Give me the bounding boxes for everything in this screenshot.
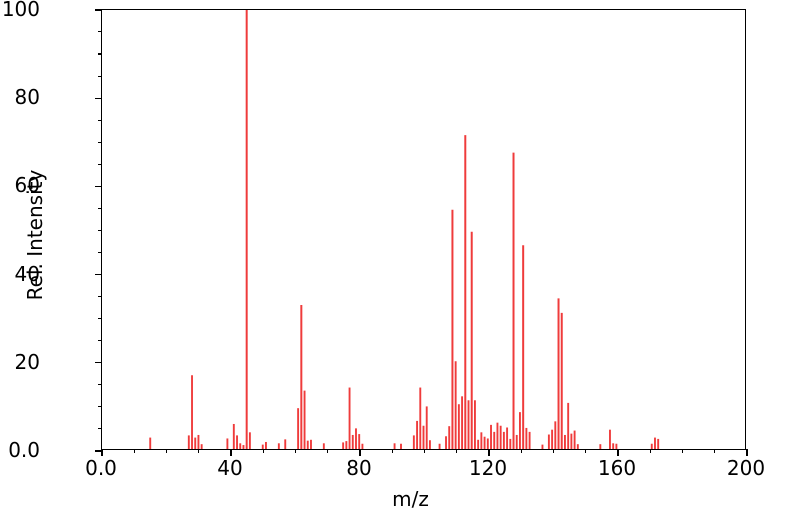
x-tick-label: 160: [597, 456, 637, 480]
x-axis-title: m/z: [0, 487, 799, 511]
x-tick-minor: [681, 449, 683, 453]
x-tick-label: 0.0: [85, 456, 117, 480]
x-tick-major: [617, 449, 619, 456]
x-tick-minor: [165, 449, 167, 453]
x-tick-major: [746, 449, 748, 456]
y-tick-minor: [98, 119, 102, 121]
y-tick-minor: [98, 406, 102, 408]
x-tick-minor: [456, 449, 458, 453]
y-tick-label: 40: [14, 261, 40, 286]
y-tick-major: [95, 362, 102, 364]
x-tick-major: [101, 449, 103, 456]
x-tick-label: 40: [217, 456, 243, 480]
x-tick-major: [488, 449, 490, 456]
y-tick-label: 0.0: [8, 438, 40, 462]
y-axis-title: Rel. Intensity: [23, 169, 47, 301]
x-tick-label: 80: [346, 456, 372, 480]
y-tick-label: 80: [14, 85, 40, 110]
x-tick-minor: [520, 449, 522, 453]
y-tick-minor: [98, 163, 102, 165]
y-tick-major: [95, 9, 102, 11]
x-tick-major: [230, 449, 232, 456]
y-tick-minor: [98, 229, 102, 231]
spectrum-peaks: [149, 10, 660, 449]
y-tick-minor: [98, 318, 102, 320]
y-tick-major: [95, 97, 102, 99]
y-tick-minor: [98, 428, 102, 430]
x-tick-minor: [391, 449, 393, 453]
x-tick-major: [359, 449, 361, 456]
x-tick-minor: [649, 449, 651, 453]
x-tick-minor: [198, 449, 200, 453]
y-tick-minor: [98, 384, 102, 386]
y-tick-major: [95, 273, 102, 276]
x-tick-minor: [327, 449, 329, 453]
y-tick-minor: [98, 251, 102, 253]
y-tick-label: 20: [14, 349, 40, 374]
y-tick-minor: [98, 75, 102, 77]
plot-area: [95, 9, 748, 456]
x-tick-minor: [552, 449, 554, 453]
x-tick-label: 200: [726, 456, 766, 480]
y-tick-label: 60: [14, 173, 40, 198]
y-tick-minor: [98, 340, 102, 342]
y-tick-minor: [98, 141, 102, 143]
y-tick-label: 100: [1, 0, 40, 21]
y-tick-major: [95, 450, 102, 452]
y-tick-minor: [98, 53, 102, 55]
y-tick-minor: [98, 296, 102, 298]
x-tick-minor: [585, 449, 587, 453]
x-tick-minor: [714, 449, 716, 453]
x-tick-minor: [133, 449, 135, 453]
y-tick-minor: [98, 207, 102, 209]
x-tick-minor: [423, 449, 425, 453]
x-axis-title-text: m/z: [392, 487, 429, 511]
y-tick-minor: [98, 31, 102, 33]
x-tick-label: 120: [468, 456, 508, 480]
x-tick-minor: [262, 449, 264, 453]
x-tick-minor: [294, 449, 296, 453]
y-tick-major: [95, 185, 102, 188]
